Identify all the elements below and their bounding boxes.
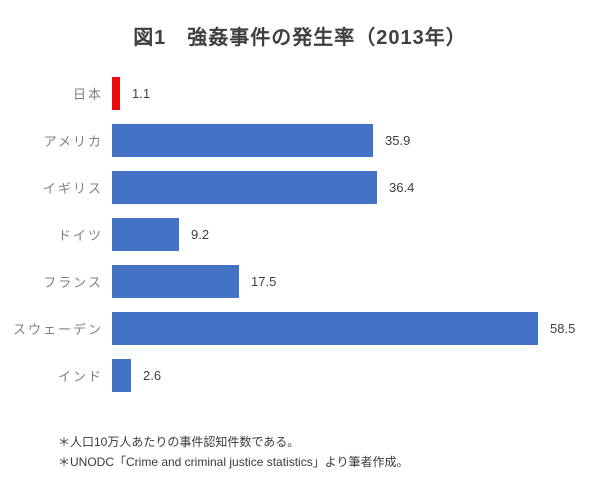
chart-row: スウェーデン 58.5 [0,305,600,352]
footnotes: ＊人口10万人あたりの事件認知件数である。 ＊UNODC「Crime and c… [58,432,600,472]
bar-track: 58.5 [103,312,600,345]
value-label: 58.5 [550,321,576,336]
bar-track: 2.6 [103,359,600,392]
chart-row: アメリカ 35.9 [0,117,600,164]
bar-track: 9.2 [103,218,600,251]
bar-track: 17.5 [103,265,600,298]
category-label: ドイツ [57,228,103,243]
bar [112,218,179,251]
footnote-population-basis: ＊人口10万人あたりの事件認知件数である。 [58,435,300,449]
value-label: 36.4 [389,180,415,195]
chart-row: インド 2.6 [0,352,600,399]
category-label: インド [57,369,103,384]
chart-row: ドイツ 9.2 [0,211,600,258]
chart-row: 日本 1.1 [0,70,600,117]
category-label: スウェーデン [12,322,103,337]
value-label: 2.6 [143,368,162,383]
category-label: アメリカ [43,134,103,149]
bar-chart-rows: 日本 1.1 アメリカ 35.9 イギリス 36.4 ドイツ 9.2 フランス 17.5 スウェーデ… [0,70,600,399]
bar-chart: 日本 1.1 アメリカ 35.9 イギリス 36.4 ドイツ 9.2 フランス 17.5 スウェーデ… [0,70,600,399]
bar [112,77,120,110]
chart-row: フランス 17.5 [0,258,600,305]
chart-title: 図1 強姦事件の発生率（2013年） [133,27,467,49]
bar [112,124,373,157]
bar-track: 35.9 [103,124,600,157]
bar [112,312,538,345]
chart-row: イギリス 36.4 [0,164,600,211]
bar-track: 36.4 [103,171,600,204]
bar-track: 1.1 [103,77,600,110]
bar [112,171,377,204]
bar [112,359,131,392]
bar [112,265,239,298]
category-label: イギリス [42,181,103,196]
footnote-source: ＊UNODC「Crime and criminal justice statis… [58,455,409,469]
value-label: 9.2 [191,227,210,242]
value-label: 17.5 [251,274,277,289]
value-label: 35.9 [385,133,411,148]
category-label: フランス [43,275,103,290]
category-label: 日本 [72,87,103,102]
value-label: 1.1 [132,86,151,101]
